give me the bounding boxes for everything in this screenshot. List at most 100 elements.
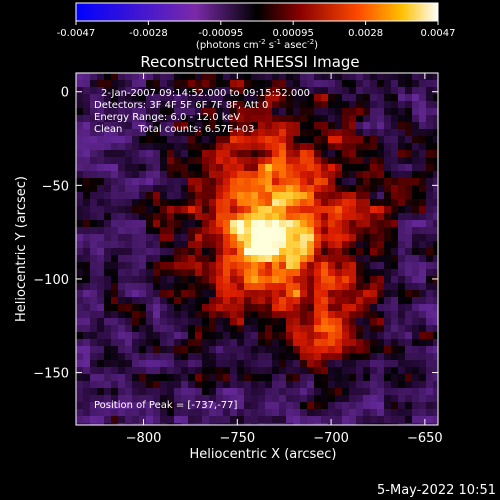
heatmap-cell (412, 367, 419, 374)
heatmap-cell (83, 227, 90, 234)
heatmap-cell (76, 171, 83, 178)
heatmap-cell (153, 213, 160, 220)
heatmap-cell (391, 185, 398, 192)
heatmap-cell (118, 318, 125, 325)
heatmap-cell (258, 276, 265, 283)
heatmap-cell (356, 115, 363, 122)
heatmap-cell (118, 122, 125, 129)
heatmap-cell (174, 101, 181, 108)
heatmap-cell (300, 388, 307, 395)
heatmap-cell (349, 150, 356, 157)
heatmap-cell (188, 248, 195, 255)
heatmap-cell (342, 87, 349, 94)
heatmap-cell (167, 227, 174, 234)
heatmap-cell (279, 94, 286, 101)
heatmap-cell (209, 409, 216, 416)
heatmap-cell (160, 101, 167, 108)
heatmap-cell (188, 206, 195, 213)
heatmap-cell (90, 185, 97, 192)
heatmap-cell (426, 101, 433, 108)
heatmap-cell (139, 318, 146, 325)
heatmap-cell (272, 178, 279, 185)
heatmap-cell (237, 164, 244, 171)
heatmap-cell (251, 234, 258, 241)
heatmap-cell (419, 234, 426, 241)
heatmap-cell (328, 283, 335, 290)
heatmap-cell (167, 346, 174, 353)
heatmap-cell (223, 262, 230, 269)
heatmap-cell (370, 122, 377, 129)
heatmap-cell (279, 122, 286, 129)
heatmap-cell (244, 171, 251, 178)
heatmap-cell (286, 234, 293, 241)
heatmap-cell (209, 234, 216, 241)
heatmap-cell (279, 262, 286, 269)
heatmap-cell (412, 269, 419, 276)
heatmap-cell (244, 101, 251, 108)
heatmap-cell (349, 87, 356, 94)
heatmap-cell (370, 192, 377, 199)
heatmap-cell (202, 199, 209, 206)
heatmap-cell (349, 73, 356, 80)
heatmap-cell (181, 346, 188, 353)
heatmap-cell (356, 150, 363, 157)
heatmap-cell (377, 262, 384, 269)
heatmap-cell (398, 332, 405, 339)
heatmap-cell (433, 388, 438, 395)
heatmap-cell (293, 332, 300, 339)
heatmap-cell (321, 115, 328, 122)
heatmap-cell (293, 262, 300, 269)
heatmap-cell (398, 206, 405, 213)
peak-position: Position of Peak = [-737,-77] (94, 400, 238, 411)
heatmap-cell (202, 80, 209, 87)
heatmap-cell (146, 206, 153, 213)
heatmap-cell (377, 388, 384, 395)
heatmap-cell (300, 374, 307, 381)
heatmap-cell (97, 416, 104, 423)
heatmap-cell (370, 304, 377, 311)
heatmap-cell (209, 227, 216, 234)
heatmap-cell (300, 80, 307, 87)
heatmap-cell (223, 339, 230, 346)
heatmap-cell (419, 262, 426, 269)
heatmap-cell (153, 80, 160, 87)
heatmap-cell (216, 297, 223, 304)
heatmap-cell (426, 108, 433, 115)
heatmap-cell (349, 283, 356, 290)
heatmap-cell (139, 171, 146, 178)
heatmap-cell (195, 192, 202, 199)
heatmap-cell (139, 276, 146, 283)
heatmap-cell (370, 206, 377, 213)
heatmap-cell (335, 178, 342, 185)
heatmap-cell (90, 395, 97, 402)
heatmap-cell (391, 402, 398, 409)
heatmap-cell (370, 255, 377, 262)
heatmap-cell (384, 143, 391, 150)
heatmap-cell (307, 136, 314, 143)
heatmap-cell (111, 402, 118, 409)
heatmap-cell (384, 325, 391, 332)
heatmap-cell (384, 283, 391, 290)
heatmap-cell (314, 122, 321, 129)
heatmap-cell (286, 262, 293, 269)
heatmap-cell (76, 346, 83, 353)
heatmap-cell (160, 164, 167, 171)
heatmap-cell (384, 262, 391, 269)
heatmap-cell (426, 94, 433, 101)
heatmap-cell (279, 325, 286, 332)
heatmap-cell (181, 367, 188, 374)
heatmap-cell (139, 108, 146, 115)
heatmap-cell (195, 73, 202, 80)
heatmap-cell (76, 409, 83, 416)
heatmap-cell (223, 227, 230, 234)
heatmap-cell (244, 276, 251, 283)
heatmap-cell (209, 178, 216, 185)
heatmap-cell (272, 367, 279, 374)
heatmap-cell (258, 262, 265, 269)
heatmap-cell (258, 423, 265, 425)
heatmap-cell (90, 388, 97, 395)
heatmap-cell (356, 262, 363, 269)
heatmap-cell (76, 143, 83, 150)
heatmap-cell (335, 276, 342, 283)
heatmap-cell (153, 311, 160, 318)
